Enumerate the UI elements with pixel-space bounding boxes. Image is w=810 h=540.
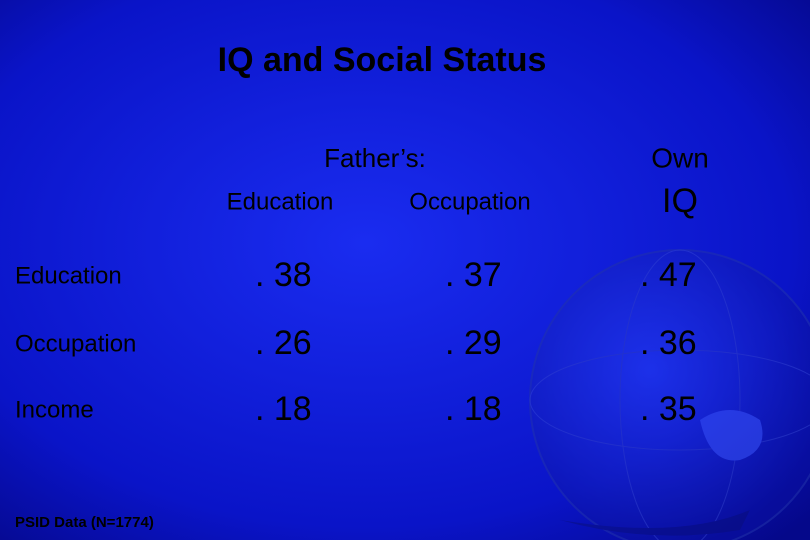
globe-decoration	[529, 249, 810, 540]
column-header: IQ	[662, 182, 698, 220]
cell-value: . 35	[640, 390, 697, 428]
footer: PSID Data (N=1774)	[15, 514, 154, 531]
cell-value: . 18	[255, 390, 312, 428]
own-header: Own	[651, 142, 709, 173]
cell-value: . 36	[640, 324, 697, 362]
cell-value: . 37	[445, 256, 502, 294]
cell-value: . 38	[255, 256, 312, 294]
column-header: Education	[227, 188, 334, 215]
row-label: Occupation	[15, 330, 136, 357]
column-header: Occupation	[409, 188, 530, 215]
cell-value: . 47	[640, 256, 697, 294]
row-label: Education	[15, 262, 122, 289]
row-label: Income	[15, 396, 94, 423]
title: IQ and Social Status	[218, 41, 547, 79]
table-body: Education . 38 . 37 . 47 Occupation . 26 . 29.…	[15, 256, 697, 428]
cell-value: . 26	[255, 324, 312, 362]
cell-value: . 18	[445, 390, 502, 428]
cell-value: . 29	[445, 324, 502, 362]
group-header: Father’s:	[324, 143, 426, 173]
